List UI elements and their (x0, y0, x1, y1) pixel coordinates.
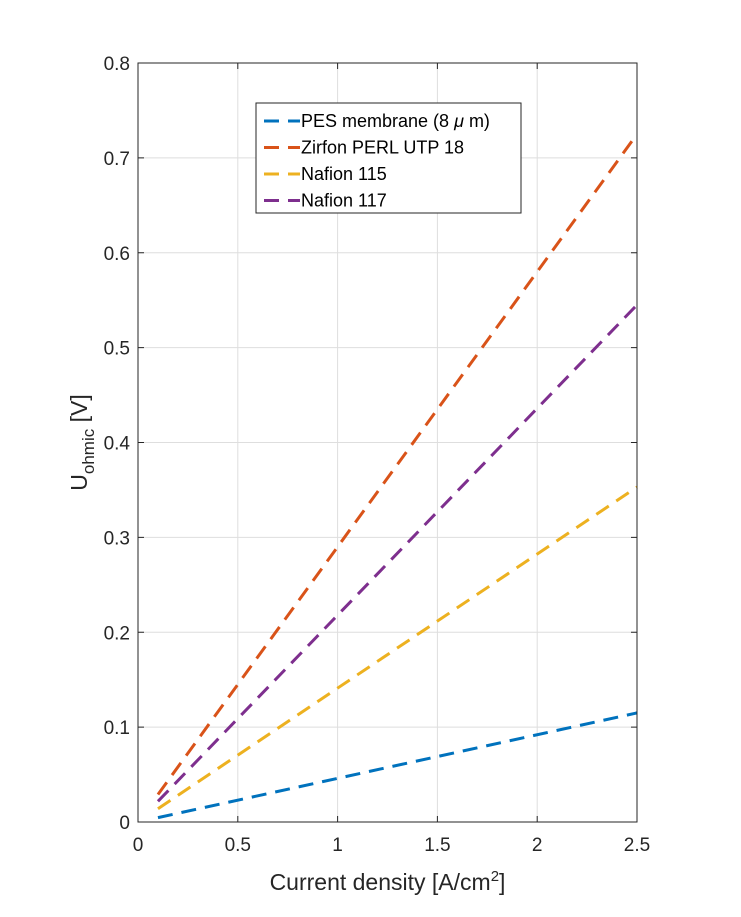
legend-label: PES membrane (8 μ m) (301, 111, 490, 131)
plot-lines (156, 133, 639, 820)
legend: PES membrane (8 μ m)Zirfon PERL UTP 18Na… (255, 102, 522, 214)
legend-label-part: m) (464, 111, 490, 131)
y-tick-label: 0.8 (104, 54, 130, 75)
x-axis-title-superscript: 2 (491, 868, 499, 885)
x-axis-title: Current density [A/cm2] (270, 868, 506, 895)
legend-label-part: μ (453, 111, 464, 131)
y-axis-title: Uohmic [V] (66, 394, 98, 491)
series-line (156, 133, 639, 796)
x-tick-label: 1.5 (424, 835, 450, 856)
y-tick-label: 0.2 (104, 623, 130, 644)
legend-box (255, 102, 522, 214)
series-line (157, 711, 638, 820)
legend-label-part: PES membrane (8 (301, 111, 454, 131)
y-tick-label: 0.7 (104, 149, 130, 170)
y-tick-label: 0.5 (104, 339, 130, 360)
legend-label-part: Nafion 115 (301, 164, 387, 184)
x-tick-label: 2 (532, 835, 543, 856)
y-axis-title-tail: [V] (66, 394, 92, 429)
x-tick-label: 0 (133, 835, 144, 856)
y-axis-title-subscript: ohmic (79, 428, 98, 474)
y-tick-label: 0.1 (104, 718, 130, 739)
legend-label-part: Zirfon PERL UTP 18 (301, 138, 464, 158)
ticks: 0 0.5 1 1.5 2 2.5 0 0.1 0.2 0.3 0.4 0.5 0.6 0.7 0.8 (104, 54, 651, 856)
x-axis-title-base: Current density [A/cm (270, 869, 491, 895)
legend-label: Zirfon PERL UTP 18 (301, 138, 464, 158)
x-tick-label: 2.5 (624, 835, 650, 856)
y-tick-label: 0.4 (104, 434, 131, 455)
legend-items: PES membrane (8 μ m)Zirfon PERL UTP 18Na… (264, 111, 490, 211)
y-axis-title-base: U (66, 474, 92, 491)
x-tick-label: 0.5 (225, 835, 251, 856)
legend-label: Nafion 115 (301, 164, 387, 184)
series-line (157, 485, 638, 810)
y-tick-label: 0.6 (104, 244, 130, 265)
x-axis-title-tail: ] (499, 869, 505, 895)
legend-label: Nafion 117 (301, 191, 387, 211)
series-line (156, 303, 639, 803)
legend-label-part: Nafion 117 (301, 191, 387, 211)
y-tick-label: 0.3 (104, 528, 130, 549)
x-tick-label: 1 (332, 835, 343, 856)
y-tick-label: 0 (119, 813, 130, 834)
